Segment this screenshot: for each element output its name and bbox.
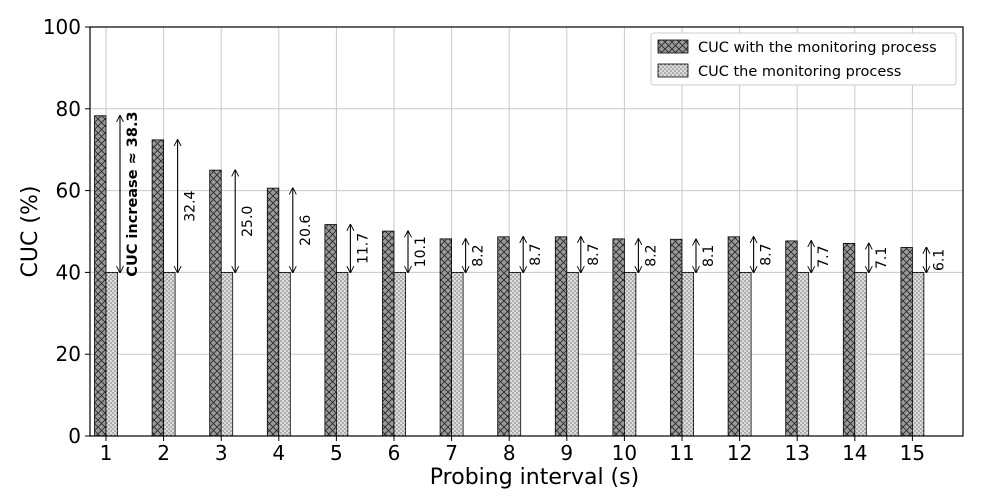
bar-with-monitoring bbox=[842, 242, 856, 437]
x-axis-label: Probing interval (s) bbox=[430, 465, 639, 490]
plot-frame bbox=[89, 26, 964, 437]
legend-swatch-monitoring bbox=[657, 63, 689, 78]
bar-with-monitoring bbox=[439, 238, 453, 437]
y-tick-label: 40 bbox=[56, 260, 81, 284]
legend-label-monitoring: CUC the monitoring process bbox=[698, 64, 901, 80]
x-tick-label: 13 bbox=[784, 441, 809, 465]
x-tick-label: 10 bbox=[612, 441, 637, 465]
bar-monitoring bbox=[335, 271, 349, 437]
annotations: CUC increase ≈ 38.3 32.4 25.0 20.6 11.7 10.1 8… bbox=[120, 111, 947, 277]
legend-box bbox=[650, 32, 957, 86]
bar-with-monitoring bbox=[382, 230, 395, 437]
legend-swatch-with-monitoring bbox=[657, 39, 689, 54]
bar-monitoring bbox=[681, 271, 694, 437]
bar-with-monitoring bbox=[727, 236, 740, 437]
difference-label: 8.2 bbox=[471, 244, 487, 266]
bar-monitoring bbox=[854, 271, 867, 437]
bar-monitoring bbox=[163, 271, 176, 437]
y-tick-label: 0 bbox=[68, 424, 81, 448]
bar-with-monitoring bbox=[612, 238, 625, 437]
difference-label: 11.7 bbox=[355, 233, 371, 264]
x-tick-label: 2 bbox=[157, 441, 170, 465]
bar-with-monitoring bbox=[266, 187, 280, 437]
x-tick-label: 9 bbox=[560, 441, 573, 465]
bar-with-monitoring bbox=[785, 240, 798, 437]
difference-label: 8.7 bbox=[528, 243, 544, 265]
bar-monitoring bbox=[105, 271, 118, 437]
x-tick-label: 5 bbox=[330, 441, 343, 465]
x-tick-label: 4 bbox=[272, 441, 285, 465]
bar-with-monitoring bbox=[324, 224, 337, 437]
bar-with-monitoring bbox=[554, 236, 568, 437]
difference-label: 7.1 bbox=[874, 247, 890, 269]
x-tick-label: 11 bbox=[669, 441, 694, 465]
bar-monitoring bbox=[220, 271, 234, 437]
difference-label: 8.7 bbox=[759, 243, 775, 265]
bars bbox=[94, 115, 925, 437]
y-tick-label: 60 bbox=[56, 179, 81, 203]
legend-label-with-monitoring: CUC with the monitoring process bbox=[698, 40, 937, 56]
x-tick-label: 14 bbox=[842, 441, 867, 465]
x-tick-label: 15 bbox=[900, 441, 925, 465]
bar-monitoring bbox=[796, 271, 810, 437]
y-tick-label: 100 bbox=[43, 15, 81, 39]
bar-monitoring bbox=[393, 271, 406, 437]
bar-with-monitoring bbox=[151, 139, 165, 437]
bar-with-monitoring bbox=[497, 236, 510, 437]
x-tick-label: 12 bbox=[727, 441, 752, 465]
y-axis-label: CUC (%) bbox=[18, 186, 43, 278]
bar-with-monitoring bbox=[209, 169, 222, 437]
x-tick-label: 1 bbox=[100, 441, 113, 465]
difference-label: CUC increase ≈ 38.3 bbox=[125, 111, 141, 276]
difference-label: 8.1 bbox=[701, 245, 717, 267]
x-tick-label: 8 bbox=[503, 441, 516, 465]
difference-label: 8.2 bbox=[643, 244, 659, 266]
bar-monitoring bbox=[624, 271, 637, 437]
bar-with-monitoring bbox=[670, 238, 683, 437]
bar-with-monitoring bbox=[94, 115, 107, 437]
bar-monitoring bbox=[451, 271, 464, 437]
difference-label: 32.4 bbox=[183, 190, 199, 221]
bar-with-monitoring bbox=[900, 247, 913, 437]
legend: CUC with the monitoring process CUC the … bbox=[650, 32, 957, 86]
x-tick-label: 6 bbox=[388, 441, 401, 465]
bar-monitoring bbox=[278, 271, 291, 437]
difference-label: 8.7 bbox=[586, 243, 602, 265]
bar-monitoring bbox=[739, 271, 752, 437]
difference-label: 25.0 bbox=[240, 206, 256, 237]
difference-label: 20.6 bbox=[298, 215, 314, 246]
x-tick-label: 7 bbox=[445, 441, 458, 465]
y-tick-label: 80 bbox=[56, 97, 81, 121]
difference-label: 6.1 bbox=[931, 249, 947, 271]
y-tick-label: 20 bbox=[56, 342, 81, 366]
bar-monitoring bbox=[566, 271, 579, 437]
difference-label: 7.7 bbox=[816, 246, 832, 268]
bar-monitoring bbox=[508, 271, 522, 437]
difference-label: 10.1 bbox=[413, 236, 429, 267]
bar-monitoring bbox=[912, 271, 925, 437]
x-tick-label: 3 bbox=[215, 441, 228, 465]
